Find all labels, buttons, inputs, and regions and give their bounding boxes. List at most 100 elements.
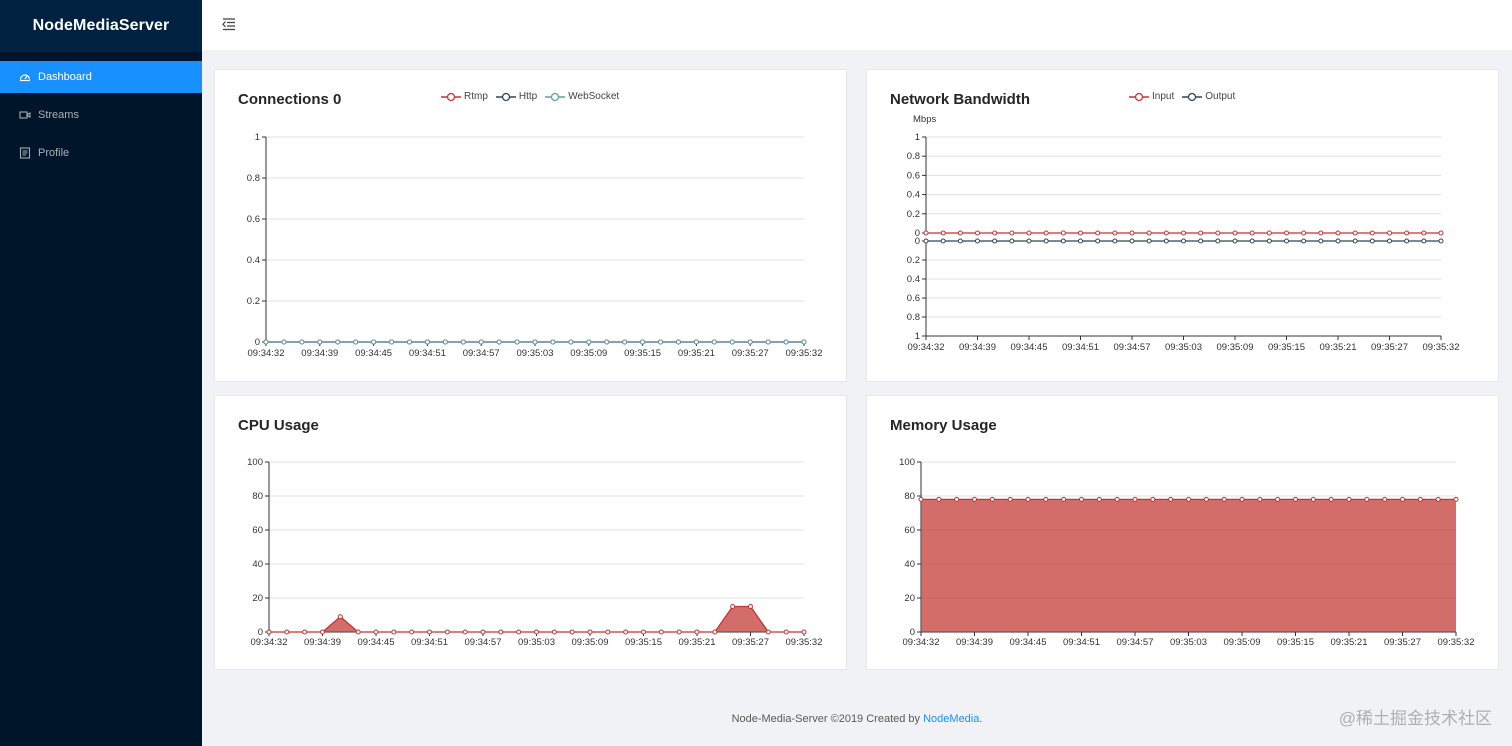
data-point <box>1364 496 1370 502</box>
data-point <box>569 629 575 635</box>
x-tick-label: 09:34:39 <box>956 637 993 648</box>
x-tick-label: 09:34:39 <box>304 637 341 648</box>
watermark: @稀土掘金技术社区 <box>1338 709 1492 728</box>
sidebar-item-streams[interactable]: Streams <box>0 99 202 131</box>
data-point <box>1221 496 1227 502</box>
data-point <box>747 339 753 345</box>
legend-label: Http <box>518 91 538 102</box>
sidebar-menu: Dashboard Streams Profile <box>0 61 202 169</box>
legend-http-marker <box>495 92 516 101</box>
app-title: NodeMediaServer <box>32 17 170 34</box>
data-point <box>1382 496 1388 502</box>
data-point <box>658 629 664 635</box>
data-point <box>353 339 359 345</box>
data-point <box>263 339 269 345</box>
data-point <box>550 339 556 345</box>
y-tick-label: 100 <box>247 457 263 468</box>
data-point <box>1301 238 1307 244</box>
data-point <box>694 629 700 635</box>
data-point <box>1146 230 1152 236</box>
data-point <box>442 339 448 345</box>
y-tick-label: 60 <box>904 525 915 536</box>
sidebar-item-dashboard[interactable]: Dashboard <box>0 61 202 93</box>
data-point <box>972 496 977 502</box>
sidebar-item-profile[interactable]: Profile <box>0 137 202 169</box>
y-tick-label: 0.4 <box>907 274 920 285</box>
data-point <box>1310 496 1316 502</box>
data-point <box>1232 238 1238 244</box>
x-tick-label: 09:34:45 <box>1010 637 1047 648</box>
data-point <box>1096 496 1102 502</box>
x-tick-label: 09:35:32 <box>1423 342 1460 353</box>
legend-input[interactable]: Input <box>1129 91 1174 102</box>
x-tick-label: 09:35:32 <box>786 348 823 359</box>
data-point <box>975 230 980 236</box>
data-point <box>391 629 397 635</box>
data-point <box>940 230 946 236</box>
x-tick-label: 09:34:45 <box>1011 342 1048 353</box>
data-point <box>711 339 717 345</box>
app-logo[interactable]: NodeMediaServer <box>0 0 202 52</box>
legend-output[interactable]: Output <box>1182 91 1235 102</box>
data-point <box>281 339 287 345</box>
y-tick-label: 0.2 <box>247 296 260 307</box>
legend-label: Rtmp <box>464 91 488 102</box>
cpu-chart: 0 20 40 60 80 100 09:34:32 09:34:39 09:34:45 09:3… <box>247 457 822 648</box>
data-point <box>1009 238 1015 244</box>
footer-link[interactable]: NodeMedia <box>923 713 980 725</box>
x-tick-label: 09:35:03 <box>517 348 554 359</box>
data-point <box>534 629 539 635</box>
legend-http[interactable]: Http <box>495 91 538 102</box>
data-point <box>1335 230 1341 236</box>
x-tick-label: 09:34:39 <box>301 348 338 359</box>
data-point <box>1400 496 1405 502</box>
data-point <box>1078 238 1083 244</box>
data-point <box>1435 496 1441 502</box>
footer-text: Node-Media-Server ©2019 Created by <box>731 713 924 725</box>
data-point <box>460 339 466 345</box>
x-tick-label: 09:35:21 <box>1320 342 1357 353</box>
y-tick-label: 0.6 <box>907 170 920 181</box>
x-tick-label: 09:35:03 <box>1165 342 1202 353</box>
y-tick-label: 1 <box>255 132 260 143</box>
data-point <box>923 230 929 236</box>
data-point <box>1387 230 1392 236</box>
y-tick-label: 80 <box>252 491 263 502</box>
data-point <box>373 629 379 635</box>
legend-rtmp[interactable]: Rtmp <box>441 91 488 102</box>
data-point <box>587 629 593 635</box>
data-point <box>936 496 942 502</box>
legend-rtmp-marker <box>441 92 461 101</box>
menu-fold-icon[interactable] <box>221 16 237 32</box>
data-point <box>765 339 771 345</box>
data-point <box>1453 496 1459 502</box>
connections-card: Connections 0 Rtmp Http WebSocket 0 0.2 0.… <box>214 69 847 382</box>
data-point <box>1404 230 1410 236</box>
y-tick-label: 0 <box>910 627 915 638</box>
data-point <box>604 339 610 345</box>
bandwidth-title: Network Bandwidth <box>890 91 1031 108</box>
x-tick-label: 09:34:32 <box>251 637 288 648</box>
data-point <box>640 339 646 345</box>
y-tick-label: 0 <box>915 236 920 247</box>
legend-websocket[interactable]: WebSocket <box>545 91 619 102</box>
data-point <box>729 339 735 345</box>
data-point <box>918 496 924 502</box>
x-tick-label: 09:35:27 <box>732 348 769 359</box>
x-tick-label: 09:35:09 <box>1217 342 1254 353</box>
data-point <box>783 339 789 345</box>
data-point <box>1132 496 1138 502</box>
y-tick-label: 0.4 <box>247 255 260 266</box>
data-point <box>693 339 699 345</box>
data-point <box>406 339 412 345</box>
x-tick-label: 09:35:09 <box>1224 637 1261 648</box>
x-tick-label: 09:34:57 <box>465 637 502 648</box>
data-point <box>989 496 995 502</box>
data-point <box>551 629 557 635</box>
data-point <box>1404 238 1410 244</box>
x-tick-label: 09:35:21 <box>1331 637 1368 648</box>
x-tick-label: 09:35:03 <box>1170 637 1207 648</box>
data-point <box>957 230 963 236</box>
data-point <box>1060 238 1066 244</box>
data-point <box>1293 496 1298 502</box>
